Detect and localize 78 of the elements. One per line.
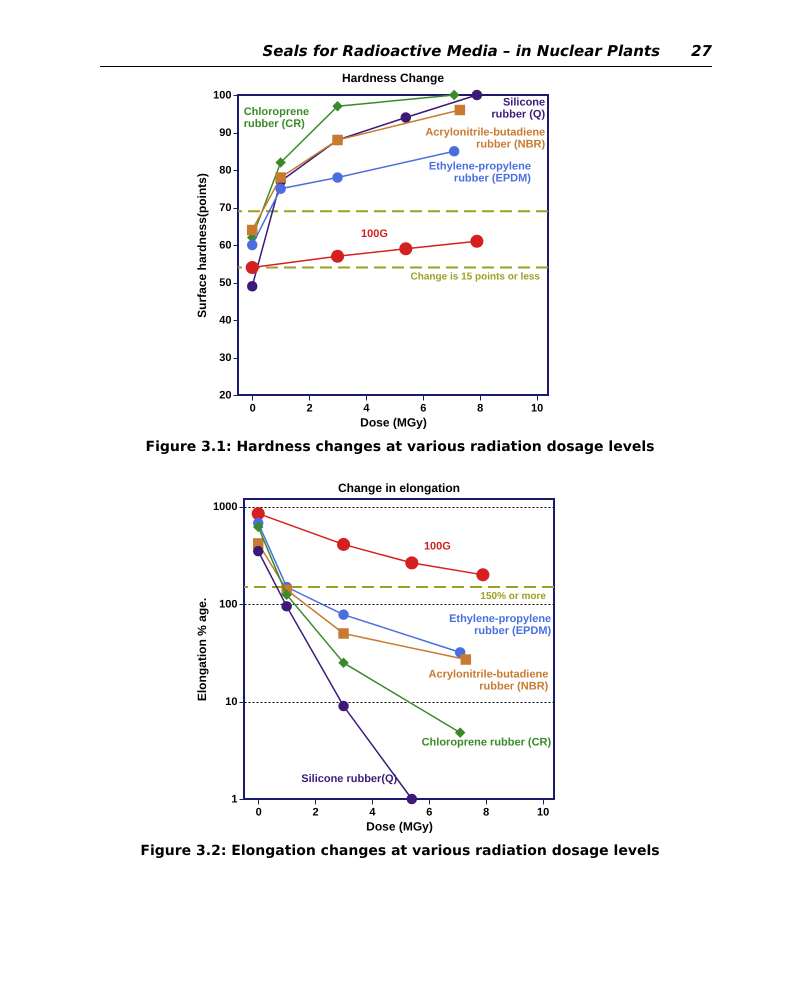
point xyxy=(338,628,349,639)
point xyxy=(252,507,265,520)
x-tick-label: 10 xyxy=(537,806,550,818)
point xyxy=(275,184,286,194)
series-label: Acrylonitrile-butadiene rubber (NBR) xyxy=(428,668,549,692)
series-label: Acrylonitrile-butadiene rubber (NBR) xyxy=(425,126,546,150)
x-tick-label: 8 xyxy=(483,806,490,818)
ref-line-label: Change is 15 points or less xyxy=(410,272,540,282)
x-tick-label: 4 xyxy=(363,402,370,414)
y-tick-label: 70 xyxy=(219,202,232,214)
x-tick-label: 2 xyxy=(312,806,319,818)
y-tick-label: 1000 xyxy=(213,501,238,514)
point xyxy=(332,172,343,183)
point xyxy=(406,794,418,804)
chart-title: Hardness Change xyxy=(342,71,444,85)
x-tick-label: 2 xyxy=(306,402,313,414)
y-axis-title: Elongation % age. xyxy=(195,598,210,702)
ref-line-label: 150% or more xyxy=(480,590,546,602)
point xyxy=(275,157,286,168)
point xyxy=(246,240,258,250)
point xyxy=(332,101,343,112)
series-label: 100G xyxy=(424,540,451,553)
point xyxy=(460,654,472,665)
y-tick-label: 30 xyxy=(219,352,232,364)
chart-title: Change in elongation xyxy=(338,481,460,495)
point xyxy=(405,556,418,570)
point xyxy=(448,146,460,156)
series-label: Chloroprene rubber (CR) xyxy=(244,106,310,130)
point xyxy=(331,250,344,263)
point xyxy=(454,104,466,116)
text: 27 xyxy=(691,42,712,60)
x-axis-title: Dose (MGy) xyxy=(360,416,427,430)
text: Seals for Radioactive Media – in Nuclear Plants xyxy=(262,42,660,60)
y-tick-label: 10 xyxy=(225,696,238,708)
x-tick-label: 0 xyxy=(250,402,256,414)
point xyxy=(246,224,258,236)
caption: Figure 3.2: Elongation changes at various radiation dosage levels xyxy=(139,843,661,859)
point xyxy=(337,538,350,551)
point xyxy=(246,281,258,292)
series-label: 100G xyxy=(361,228,388,240)
point xyxy=(338,658,349,668)
y-tick-label: 80 xyxy=(219,164,232,176)
point xyxy=(400,112,412,123)
point xyxy=(448,90,460,100)
y-tick-label: 90 xyxy=(219,127,232,139)
y-tick-label: 60 xyxy=(219,240,232,252)
series-label: Ethylene-propylene rubber (EPDM) xyxy=(449,613,552,638)
y-tick-label: 100 xyxy=(219,598,238,611)
point xyxy=(338,609,349,620)
point xyxy=(470,234,484,248)
y-tick-label: 1 xyxy=(231,794,238,806)
x-tick-label: 8 xyxy=(477,402,484,414)
caption: Figure 3.1: Hardness changes at various radiation dosage levels xyxy=(144,439,656,455)
point xyxy=(472,90,482,100)
x-tick-label: 4 xyxy=(369,806,376,818)
y-tick-label: 40 xyxy=(219,314,232,326)
point xyxy=(246,260,259,274)
point xyxy=(252,522,264,532)
series-label: Silicone rubber (Q) xyxy=(491,96,546,120)
point xyxy=(338,700,349,712)
y-tick-label: 20 xyxy=(219,390,232,402)
point xyxy=(281,589,292,600)
point xyxy=(399,242,412,256)
y-axis-title: Surface hardness(points) xyxy=(195,173,210,318)
series-label: Silicone rubber(Q) xyxy=(301,773,398,786)
point xyxy=(252,546,264,556)
x-tick-label: 6 xyxy=(420,402,426,414)
x-tick-label: 0 xyxy=(256,806,262,818)
text: Chloroprene rubber (CR) xyxy=(422,736,552,749)
point xyxy=(476,568,490,582)
x-tick-label: 6 xyxy=(426,806,432,818)
y-tick-label: 50 xyxy=(219,277,232,289)
x-tick-label: 10 xyxy=(531,402,544,414)
point xyxy=(454,727,466,738)
series-label: Ethylene-propylene rubber (EPDM) xyxy=(428,160,532,184)
point xyxy=(281,601,292,612)
y-tick-label: 100 xyxy=(213,90,232,102)
x-axis-title: Dose (MGy) xyxy=(366,820,433,834)
